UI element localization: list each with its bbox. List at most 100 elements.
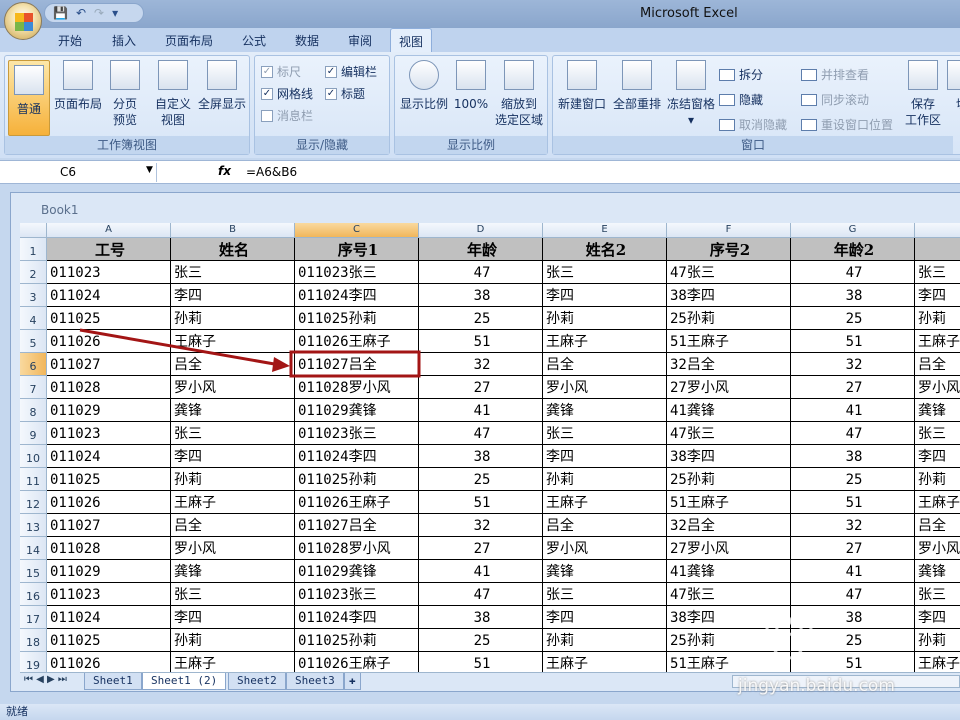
table-cell[interactable]: 李四 xyxy=(915,606,960,629)
tab-insert[interactable]: 插入 xyxy=(112,34,137,48)
table-cell[interactable]: 011025孙莉 xyxy=(295,468,419,491)
page-break-preview-button[interactable]: 分页 预览 xyxy=(107,60,143,128)
table-cell[interactable]: 47 xyxy=(419,422,543,445)
page-layout-button[interactable]: 页面布局 xyxy=(51,60,105,112)
table-cell[interactable]: 李四 xyxy=(171,284,295,307)
table-cell[interactable]: 25 xyxy=(791,629,915,652)
table-cell[interactable]: 51王麻子 xyxy=(667,330,791,353)
table-cell[interactable]: 011023张三 xyxy=(295,583,419,606)
zoom-button[interactable]: 显示比例 xyxy=(398,60,450,112)
table-cell[interactable]: 38李四 xyxy=(667,284,791,307)
column-header[interactable]: G xyxy=(791,223,915,238)
table-cell[interactable]: 011025 xyxy=(47,629,171,652)
row-header[interactable]: 18 xyxy=(20,629,47,652)
table-cell[interactable]: 011026 xyxy=(47,491,171,514)
column-header[interactable]: C xyxy=(295,223,419,238)
table-cell[interactable]: 李四 xyxy=(171,445,295,468)
table-cell[interactable]: 25 xyxy=(419,468,543,491)
table-cell[interactable]: 41 xyxy=(791,399,915,422)
header-cell[interactable]: 年龄 xyxy=(419,238,543,261)
table-cell[interactable]: 孙莉 xyxy=(915,629,960,652)
tab-data[interactable]: 数据 xyxy=(295,34,320,48)
column-header[interactable]: D xyxy=(419,223,543,238)
hide-button[interactable]: 隐藏 xyxy=(719,91,763,108)
table-cell[interactable]: 罗小风 xyxy=(915,376,960,399)
table-cell[interactable]: 李四 xyxy=(543,445,667,468)
table-cell[interactable]: 32 xyxy=(791,514,915,537)
table-cell[interactable]: 47 xyxy=(791,583,915,606)
row-header[interactable]: 3 xyxy=(20,284,47,307)
table-cell[interactable]: 李四 xyxy=(171,606,295,629)
table-cell[interactable]: 41 xyxy=(419,560,543,583)
table-cell[interactable]: 吕全 xyxy=(915,353,960,376)
header-cell[interactable]: 姓名2 xyxy=(543,238,667,261)
table-cell[interactable]: 011027 xyxy=(47,353,171,376)
table-cell[interactable]: 张三 xyxy=(543,261,667,284)
tab-view[interactable]: 视图 xyxy=(390,28,433,52)
table-cell[interactable]: 011026王麻子 xyxy=(295,491,419,514)
table-cell[interactable]: 47 xyxy=(791,261,915,284)
table-cell[interactable]: 龚锋 xyxy=(171,399,295,422)
table-cell[interactable]: 51 xyxy=(791,652,915,673)
spreadsheet-grid[interactable]: ABCDEFG1工号姓名序号1年龄姓名2序号2年龄2姓2011023张三0110… xyxy=(20,223,960,673)
table-cell[interactable]: 王麻子 xyxy=(915,652,960,673)
table-cell[interactable]: 吕全 xyxy=(543,514,667,537)
table-cell[interactable]: 李四 xyxy=(915,284,960,307)
table-cell[interactable]: 25孙莉 xyxy=(667,468,791,491)
table-cell[interactable]: 32 xyxy=(419,353,543,376)
custom-views-button[interactable]: 自定义 视图 xyxy=(153,60,193,128)
table-cell[interactable]: 孙莉 xyxy=(915,468,960,491)
unhide-button[interactable]: 取消隐藏 xyxy=(719,116,787,133)
table-cell[interactable]: 罗小风 xyxy=(171,376,295,399)
table-cell[interactable]: 25 xyxy=(791,307,915,330)
table-cell[interactable]: 47 xyxy=(791,422,915,445)
table-cell[interactable]: 龚锋 xyxy=(915,560,960,583)
table-cell[interactable]: 011025孙莉 xyxy=(295,629,419,652)
column-header[interactable] xyxy=(915,223,960,238)
full-screen-button[interactable]: 全屏显示 xyxy=(195,60,249,112)
table-cell[interactable]: 孙莉 xyxy=(171,307,295,330)
row-header[interactable]: 9 xyxy=(20,422,47,445)
table-cell[interactable]: 王麻子 xyxy=(915,330,960,353)
row-header[interactable]: 1 xyxy=(20,238,47,261)
table-cell[interactable]: 38李四 xyxy=(667,445,791,468)
header-cell[interactable]: 工号 xyxy=(47,238,171,261)
table-cell[interactable]: 25孙莉 xyxy=(667,307,791,330)
office-button[interactable] xyxy=(4,2,42,40)
table-cell[interactable]: 011025 xyxy=(47,468,171,491)
table-cell[interactable]: 011024 xyxy=(47,284,171,307)
table-cell[interactable]: 011027吕全 xyxy=(295,353,419,376)
table-cell[interactable]: 张三 xyxy=(543,422,667,445)
table-cell[interactable]: 38李四 xyxy=(667,606,791,629)
table-cell[interactable]: 32吕全 xyxy=(667,353,791,376)
table-cell[interactable]: 011024李四 xyxy=(295,284,419,307)
table-cell[interactable]: 38 xyxy=(419,284,543,307)
table-cell[interactable]: 011024李四 xyxy=(295,606,419,629)
sync-scroll-button[interactable]: 同步滚动 xyxy=(801,91,869,108)
table-cell[interactable]: 25 xyxy=(791,468,915,491)
sheet-tab-sheet1[interactable]: Sheet1 xyxy=(84,673,142,690)
table-cell[interactable]: 011028罗小风 xyxy=(295,537,419,560)
table-cell[interactable]: 011023 xyxy=(47,261,171,284)
tab-page-layout[interactable]: 页面布局 xyxy=(165,34,214,48)
table-cell[interactable]: 27 xyxy=(419,376,543,399)
table-cell[interactable]: 011026王麻子 xyxy=(295,330,419,353)
save-workspace-button[interactable]: 保存 工作区 xyxy=(903,60,943,128)
table-cell[interactable]: 张三 xyxy=(915,422,960,445)
table-cell[interactable]: 王麻子 xyxy=(171,491,295,514)
table-cell[interactable]: 011024 xyxy=(47,445,171,468)
ruler-checkbox[interactable]: ✓ 标尺 xyxy=(261,65,302,79)
table-cell[interactable]: 51 xyxy=(791,491,915,514)
table-cell[interactable]: 38 xyxy=(419,445,543,468)
table-cell[interactable]: 孙莉 xyxy=(543,307,667,330)
table-cell[interactable]: 51 xyxy=(419,652,543,673)
table-cell[interactable]: 32吕全 xyxy=(667,514,791,537)
save-icon[interactable]: 💾 xyxy=(53,6,68,20)
table-cell[interactable]: 王麻子 xyxy=(543,491,667,514)
row-header[interactable]: 8 xyxy=(20,399,47,422)
row-header[interactable]: 14 xyxy=(20,537,47,560)
new-window-button[interactable]: 新建窗口 xyxy=(556,60,608,112)
table-cell[interactable]: 011028罗小风 xyxy=(295,376,419,399)
view-side-by-side-button[interactable]: 并排查看 xyxy=(801,66,869,83)
table-cell[interactable]: 龚锋 xyxy=(543,399,667,422)
